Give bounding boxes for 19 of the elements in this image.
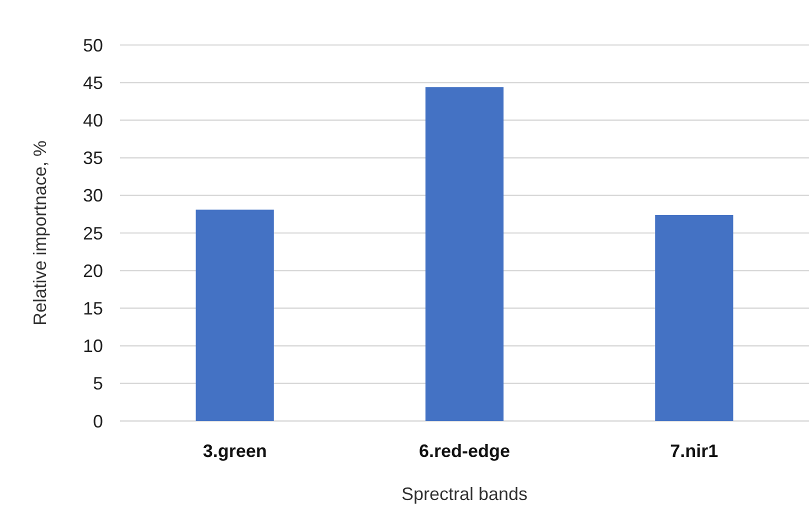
y-tick-label: 5 (92, 374, 103, 394)
y-tick-label: 30 (82, 186, 103, 206)
x-tick-label: 3.green (202, 441, 267, 461)
y-tick-label: 45 (82, 72, 103, 93)
x-tick-label: 7.nir1 (670, 441, 718, 461)
x-axis-title: Sprectral bands (401, 484, 528, 504)
bar (655, 214, 734, 421)
y-tick-label: 10 (82, 336, 103, 356)
y-tick-label: 35 (82, 148, 103, 168)
y-axis-title: Relative importnace, % (30, 140, 50, 326)
y-tick-label: 15 (82, 298, 103, 318)
y-tick-label: 50 (82, 35, 103, 56)
x-tick-label: 6.red-edge (418, 441, 510, 461)
y-tick-label: 25 (82, 223, 103, 244)
bar (425, 87, 504, 421)
y-tick-label: 0 (92, 411, 103, 432)
y-tick-label: 20 (82, 260, 103, 281)
y-tick-label: 40 (82, 110, 103, 130)
bar (196, 210, 274, 421)
